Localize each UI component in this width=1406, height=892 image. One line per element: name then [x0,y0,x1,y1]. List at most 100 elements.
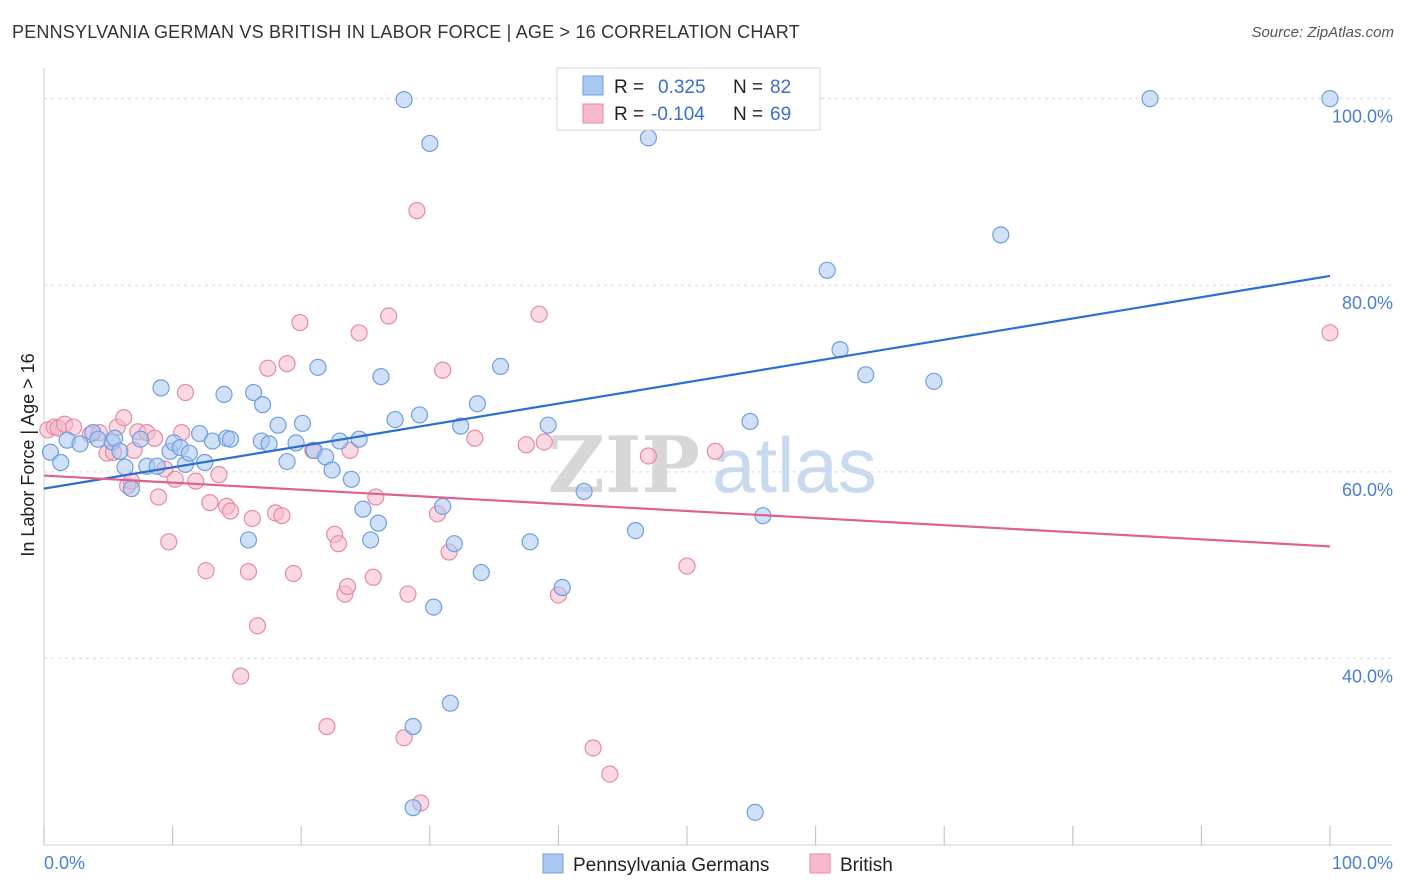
trend-lines [43,274,1331,548]
british-point [201,494,219,512]
legend-n-value-pink: 69 [770,104,791,125]
bottom-legend-label-pink: British [840,855,893,876]
british-point [584,739,602,757]
pennsylvania-german-point [746,803,764,821]
pennsylvania-german-point [89,430,107,448]
pennsylvania-german-point [421,134,439,153]
british-point [232,667,250,685]
british-point [318,717,336,736]
british-point [395,729,413,747]
pennsylvania-german-point [386,410,404,429]
pennsylvania-german-point [491,357,510,376]
british-point [530,305,548,323]
legend-n-value-blue: 82 [770,77,791,98]
pennsylvania-german-point [992,226,1010,244]
legend-r-value-pink: -0.104 [651,104,705,125]
pennsylvania-german-point [410,406,429,424]
pennsylvania-german-point [639,129,658,147]
pennsylvania-german-point [404,799,422,817]
british-point [601,765,619,783]
pennsylvania-german-point [1141,90,1159,108]
bottom-legend-swatch-pink [809,853,831,874]
pennsylvania-german-trend-line [43,274,1331,490]
bottom-legend-swatch-blue [542,853,564,874]
pennsylvania-german-point [221,430,240,448]
british-point [517,436,535,454]
pennsylvania-german-point [131,430,150,448]
legend-n-label-pink: N = [733,104,763,125]
british-point [706,442,724,460]
british-point [187,472,205,490]
x-ticks [43,826,1331,845]
chart-title: PENNSYLVANIA GERMAN VS BRITISH IN LABOR … [12,22,800,42]
british-point [176,383,195,402]
british-point [1321,324,1339,342]
pennsylvania-german-point [350,430,368,448]
pennsylvania-german-point [239,531,258,549]
british-point [350,324,368,342]
pennsylvania-german-point [116,458,134,476]
pennsylvania-german-point [521,533,539,551]
pennsylvania-german-point [857,366,875,384]
pennsylvania-german-point [362,531,380,549]
bottom-legend: Pennsylvania Germans British [542,853,893,876]
y-tick-label: 40.0% [1342,666,1393,686]
watermark-zip: ZIP [548,420,700,511]
british-point [210,466,228,484]
pennsylvania-german-point [818,261,836,279]
legend-swatch-pink [582,103,604,124]
pennsylvania-german-point [215,385,233,403]
british-point [399,585,417,603]
pennsylvania-german-point [323,461,341,479]
british-point [115,409,133,427]
pennsylvania-german-point [626,522,645,540]
top-legend: R = 0.325 N = 82 R = -0.104 N = 69 [556,67,821,131]
british-point [284,564,303,583]
pennsylvania-german-point [152,379,170,397]
british-point [291,313,309,332]
pennsylvania-german-point [445,535,463,553]
british-point [535,433,553,451]
pennsylvania-german-point [354,500,372,518]
pennsylvania-german-point [278,452,296,471]
pennsylvania-german-point [71,435,89,453]
pennsylvania-german-point [1321,90,1339,108]
pennsylvania-german-point [553,578,571,597]
pennsylvania-german-point [245,383,263,402]
pennsylvania-german-point [41,443,60,461]
x-tick-label-max: 100.0% [1332,853,1393,873]
british-trend-line [43,474,1331,548]
british-point [364,568,382,586]
x-tick-label-min: 0.0% [44,853,85,873]
pennsylvania-german-point [425,598,443,616]
british-point [434,361,452,379]
british-point [149,488,168,506]
british-point [273,507,291,525]
legend-r-value-blue: 0.325 [658,77,706,98]
pennsylvania-german-point [191,424,209,443]
british-point [380,307,398,325]
y-tick-label: 60.0% [1342,480,1393,500]
legend-r-label-pink: R = [614,104,644,125]
pennsylvania-german-point [925,372,943,390]
pennsylvania-german-point [342,470,360,488]
british-point [329,535,348,553]
british-point [197,562,215,580]
pennsylvania-german-point [434,497,452,515]
british-point [408,202,426,220]
british-point [221,502,240,520]
british-point [678,557,696,575]
british-point [243,509,261,528]
pennsylvania-german-point [372,368,390,386]
pennsylvania-german-point [122,480,141,498]
legend-n-label-blue: N = [733,77,763,98]
pennsylvania-german-point [741,412,759,431]
pennsylvania-german-point [404,717,422,736]
pennsylvania-german-point [309,358,327,376]
pennsylvania-german-point [468,395,486,413]
zipatlas-watermark: ZIP atlas [548,420,877,511]
pennsylvania-german-point [575,482,593,501]
british-point [239,563,258,581]
pennsylvania-german-point [452,417,470,435]
